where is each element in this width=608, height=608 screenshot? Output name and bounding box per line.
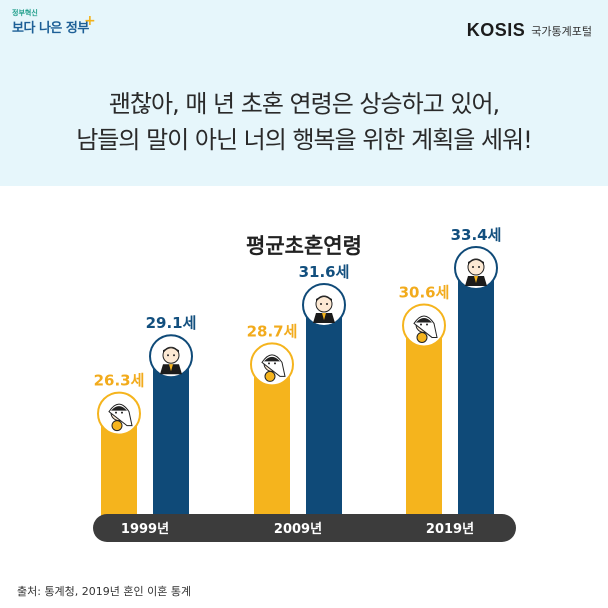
logo-small-text: 정부혁신 (12, 9, 38, 17)
face (162, 346, 180, 364)
logo-big-text: 보다 나은 정부 (12, 21, 89, 36)
eye (173, 354, 175, 357)
hair (316, 296, 332, 302)
value-label: 28.7세 (247, 322, 298, 340)
headline-line-1: 괜찮아, 매 년 초혼 연령은 상승하고 있어, (108, 90, 500, 118)
eye (320, 302, 322, 305)
hair (111, 406, 127, 411)
kosis-logo: KOSIS 국가통계포털 (467, 20, 592, 41)
bouquet (264, 370, 276, 382)
eye (121, 411, 123, 414)
eye (115, 411, 117, 414)
eye (426, 323, 428, 326)
hair (163, 347, 179, 354)
eye (326, 302, 328, 305)
value-label: 26.3세 (94, 372, 145, 390)
value-label: 30.6세 (399, 283, 450, 301)
eye (274, 362, 276, 365)
hair (416, 317, 432, 323)
eye (472, 266, 474, 269)
bride-icon (108, 403, 133, 432)
header-band (0, 0, 608, 186)
tie (169, 364, 173, 372)
bar (406, 327, 442, 524)
bouquet (416, 331, 428, 343)
value-label: 33.4세 (451, 226, 502, 244)
bouquet (111, 420, 123, 432)
x-tick-label: 2009년 (274, 522, 322, 537)
source-note: 출처: 통계청, 2019년 혼인 이혼 통계 (17, 585, 192, 598)
groom-icon (160, 346, 182, 375)
kosis-subtitle: 국가통계포털 (531, 24, 592, 38)
x-axis-band (93, 514, 516, 542)
eye (420, 323, 422, 326)
eye (167, 354, 169, 357)
bride-icon (413, 315, 438, 343)
headline-line-2: 남들의 말이 아닌 너의 행복을 위한 계획을 세워! (76, 126, 533, 154)
x-tick-label: 2019년 (426, 522, 474, 537)
eye (478, 266, 480, 269)
bar (254, 366, 290, 524)
value-label: 29.1세 (146, 314, 197, 332)
bar (306, 306, 342, 524)
face (467, 258, 485, 276)
value-label: 31.6세 (299, 263, 350, 281)
eye (268, 362, 270, 365)
government-innovation-logo: 정부혁신 보다 나은 정부 + (12, 9, 96, 36)
groom-icon (465, 258, 487, 287)
hair (468, 259, 484, 266)
hair (264, 356, 280, 362)
plus-icon: + (84, 13, 96, 29)
face (315, 295, 333, 313)
bride-icon (261, 354, 286, 382)
tie (322, 312, 326, 320)
bar (153, 358, 189, 524)
kosis-brand: KOSIS (466, 20, 526, 40)
groom-icon (313, 295, 335, 323)
tie (474, 276, 478, 284)
bar (458, 270, 494, 524)
x-tick-label: 1999년 (121, 522, 169, 537)
chart-title: 평균초혼연령 (246, 234, 362, 258)
